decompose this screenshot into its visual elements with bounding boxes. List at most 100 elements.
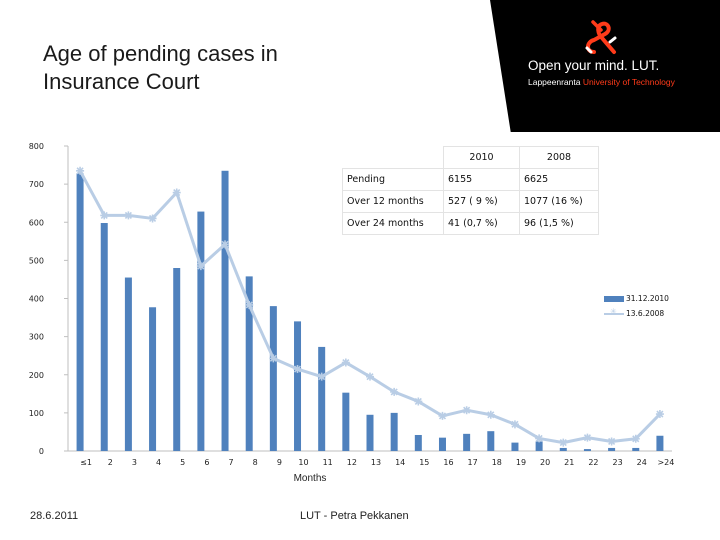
line-point bbox=[655, 410, 664, 419]
line-point bbox=[124, 211, 133, 220]
summary-table-cell: 1077 (16 %) bbox=[519, 190, 599, 213]
x-tick-label: 11 bbox=[323, 458, 333, 467]
legend-item-line-series: 13.6.2008 bbox=[604, 306, 669, 321]
bar bbox=[487, 431, 495, 451]
summary-table-header-2008: 2008 bbox=[519, 146, 599, 169]
summary-table-row: Pending 6155 6625 bbox=[342, 168, 599, 191]
line-point bbox=[317, 372, 326, 381]
summary-table-header-blank bbox=[342, 146, 444, 169]
ampersand-logo-icon bbox=[585, 20, 617, 54]
bar bbox=[173, 268, 181, 451]
line-point bbox=[559, 438, 568, 447]
x-tick-label: 21 bbox=[564, 458, 574, 467]
summary-table-header-row: 2010 2008 bbox=[342, 146, 599, 169]
x-tick-label: 7 bbox=[228, 458, 233, 467]
legend-label: 13.6.2008 bbox=[626, 309, 665, 318]
summary-table-cell: Over 12 months bbox=[342, 190, 444, 213]
x-tick-label: 10 bbox=[298, 458, 308, 467]
x-tick-label: 20 bbox=[540, 458, 550, 467]
x-tick-label: 24 bbox=[637, 458, 647, 467]
x-tick-label: 8 bbox=[253, 458, 258, 467]
bar bbox=[608, 447, 616, 451]
bar bbox=[342, 392, 350, 451]
bar bbox=[463, 433, 471, 451]
summary-table-cell: 6155 bbox=[443, 168, 520, 191]
bar bbox=[124, 277, 132, 451]
summary-table: 2010 2008 Pending 6155 6625 Over 12 mont… bbox=[342, 146, 599, 235]
y-tick-label: 0 bbox=[39, 447, 44, 456]
x-tick-label: 3 bbox=[132, 458, 137, 467]
bar bbox=[632, 447, 640, 451]
x-tick-label: 9 bbox=[277, 458, 282, 467]
bar bbox=[269, 306, 277, 451]
line-point bbox=[535, 434, 544, 443]
line-point bbox=[438, 411, 447, 420]
summary-table-cell: 527 ( 9 %) bbox=[443, 190, 520, 213]
x-tick-label: >24 bbox=[657, 458, 674, 467]
line-point bbox=[341, 358, 350, 367]
summary-table-row: Over 12 months 527 ( 9 %) 1077 (16 %) bbox=[342, 190, 599, 213]
bar bbox=[583, 449, 591, 451]
x-tick-label: 15 bbox=[419, 458, 429, 467]
bar bbox=[76, 173, 84, 451]
summary-table-cell: Over 24 months bbox=[342, 212, 444, 235]
line-point bbox=[172, 188, 181, 197]
bar bbox=[438, 437, 446, 451]
bar bbox=[318, 346, 326, 451]
bar bbox=[100, 223, 108, 451]
university-name-part-2: University of Technology bbox=[582, 77, 675, 87]
x-tick-label: 12 bbox=[347, 458, 357, 467]
brand-tagline: Open your mind. LUT. bbox=[528, 58, 660, 73]
bar bbox=[197, 211, 205, 451]
bar bbox=[390, 412, 398, 451]
bar bbox=[559, 447, 567, 451]
university-name-part-1: Lappeenranta bbox=[528, 77, 581, 87]
line-point bbox=[631, 434, 640, 443]
line-point bbox=[76, 166, 85, 175]
bar bbox=[656, 435, 664, 451]
x-tick-label: 2 bbox=[108, 458, 113, 467]
x-tick-label: 18 bbox=[492, 458, 502, 467]
y-tick-label: 700 bbox=[29, 180, 44, 189]
summary-table-cell: 6625 bbox=[519, 168, 599, 191]
legend-bar-swatch bbox=[604, 295, 624, 302]
x-tick-label: 14 bbox=[395, 458, 405, 467]
summary-table-row: Over 24 months 41 (0,7 %) 96 (1,5 %) bbox=[342, 212, 599, 235]
footer-date: 28.6.2011 bbox=[30, 510, 79, 522]
x-tick-label: ≤1 bbox=[80, 458, 92, 467]
y-tick-label: 600 bbox=[29, 218, 44, 227]
x-tick-label: 5 bbox=[180, 458, 185, 467]
bar bbox=[366, 414, 374, 451]
y-tick-label: 400 bbox=[29, 295, 44, 304]
legend-line-swatch bbox=[604, 307, 624, 316]
line-point bbox=[510, 420, 519, 429]
line-point bbox=[269, 354, 278, 363]
slide-title-line-1: Age of pending cases in bbox=[43, 41, 278, 66]
line-point bbox=[100, 211, 109, 220]
slide-title-line-2: Insurance Court bbox=[43, 69, 200, 94]
chart-legend: 31.12.2010 13.6.2008 bbox=[604, 291, 669, 321]
bar bbox=[414, 434, 422, 451]
y-tick-label: 200 bbox=[29, 371, 44, 380]
x-tick-label: 17 bbox=[468, 458, 478, 467]
summary-table-cell: 96 (1,5 %) bbox=[519, 212, 599, 235]
y-tick-label: 300 bbox=[29, 333, 44, 342]
x-tick-label: 6 bbox=[204, 458, 209, 467]
x-tick-label: 4 bbox=[156, 458, 161, 467]
slide-title: Age of pending cases in Insurance Court bbox=[43, 40, 363, 96]
line-point bbox=[148, 214, 157, 223]
line-point bbox=[390, 387, 399, 396]
line-point bbox=[366, 372, 374, 381]
x-axis-title: Months bbox=[294, 473, 327, 484]
y-tick-label: 800 bbox=[29, 142, 44, 151]
line-point bbox=[221, 240, 230, 249]
summary-table-cell: Pending bbox=[342, 168, 444, 191]
line-point bbox=[462, 406, 471, 415]
bar bbox=[149, 307, 157, 451]
x-tick-label: 22 bbox=[588, 458, 598, 467]
y-tick-label: 100 bbox=[29, 409, 44, 418]
footer-author: LUT - Petra Pekkanen bbox=[300, 510, 409, 522]
bar bbox=[221, 170, 229, 451]
line-point bbox=[486, 410, 495, 419]
